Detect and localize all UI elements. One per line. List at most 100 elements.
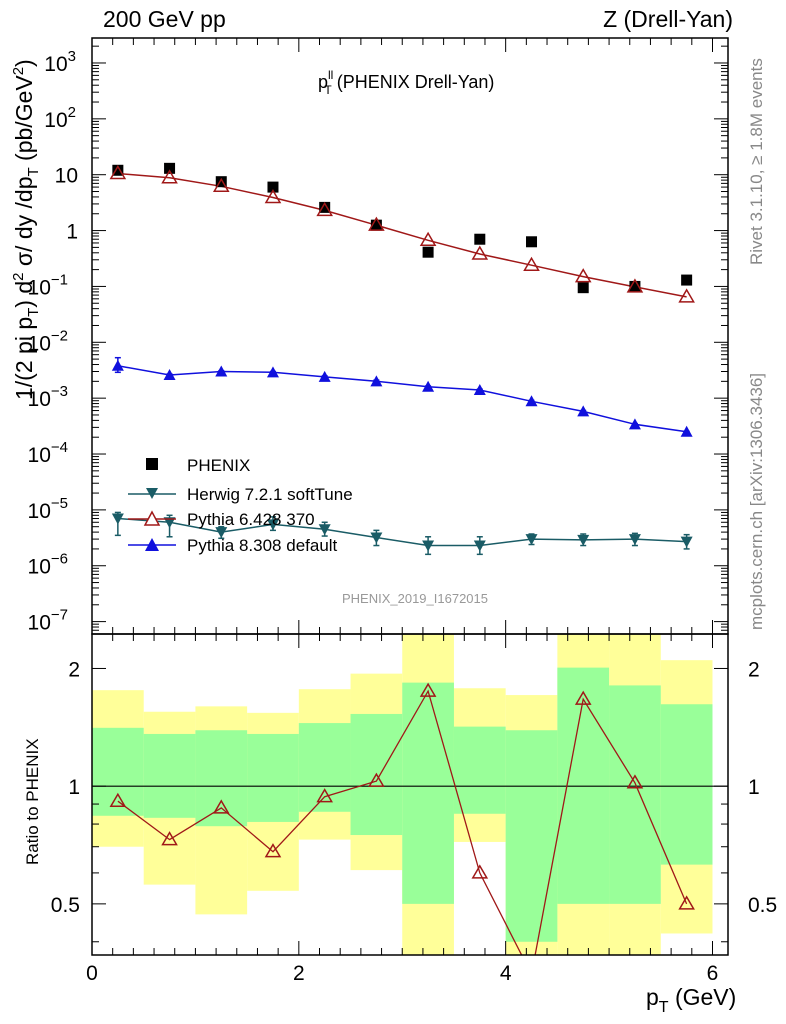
pythia8-point bbox=[215, 365, 228, 377]
y-tick-label: 102 bbox=[44, 104, 76, 132]
pythia6-point bbox=[316, 201, 333, 217]
y-tick-label: 10−4 bbox=[28, 439, 68, 467]
legend-marker-triangle-open bbox=[143, 510, 161, 526]
axis-ticks: 0 2 4 610310210110−110−210−310−410−510−610−… bbox=[28, 38, 777, 985]
herwig-point bbox=[266, 519, 279, 531]
phenix-point bbox=[526, 236, 538, 248]
ratio-point-pythia6 bbox=[109, 792, 127, 807]
ratio-point-pythia6 bbox=[368, 772, 385, 787]
band-green bbox=[453, 726, 506, 814]
ratio-panel-marks bbox=[92, 682, 728, 979]
pythia8-point bbox=[628, 418, 641, 430]
herwig-point bbox=[318, 524, 331, 536]
legend-label-herwig: Herwig 7.2.1 softTune bbox=[187, 485, 353, 504]
x-tick-label: 6 bbox=[707, 962, 719, 985]
pythia6-point bbox=[161, 169, 178, 184]
band-green bbox=[195, 730, 248, 827]
phenix-point bbox=[422, 246, 434, 258]
y-tick-label: 10−6 bbox=[28, 551, 68, 579]
pythia6-point bbox=[264, 189, 282, 204]
legend-entry-phenix: PHENIX bbox=[146, 456, 250, 475]
pythia8-line bbox=[117, 365, 687, 433]
phenix-point bbox=[577, 282, 589, 294]
ratio-point-pythia6 bbox=[161, 831, 178, 846]
ratio-point-pythia6 bbox=[471, 864, 489, 879]
band-green bbox=[298, 723, 351, 812]
y-tick-label: 10 bbox=[55, 165, 78, 188]
pythia6-point bbox=[471, 245, 489, 260]
pythia6-point bbox=[212, 177, 230, 193]
y-tick-label: 10−7 bbox=[28, 607, 68, 635]
band-green bbox=[92, 727, 144, 816]
phenix-point bbox=[164, 162, 176, 174]
analysis-watermark: PHENIX_2019_I1672015 bbox=[342, 591, 488, 606]
legend-marker-triangle-up bbox=[145, 538, 159, 551]
ratio-panel-frame bbox=[91, 633, 729, 956]
herwig-point bbox=[163, 517, 176, 529]
herwig-point bbox=[680, 536, 693, 548]
y-tick-label: 1 bbox=[66, 221, 78, 244]
herwig-point bbox=[111, 513, 124, 525]
pythia8-point bbox=[163, 368, 176, 380]
band-green bbox=[402, 682, 454, 904]
band-green bbox=[143, 733, 196, 818]
herwig-point bbox=[473, 540, 486, 552]
ratio-point-pythia6 bbox=[525, 967, 539, 979]
ratio-y-tick-label: 1 bbox=[68, 776, 80, 799]
ratio-y-tick-label-right: 0.5 bbox=[748, 894, 777, 917]
ratio-y-tick-label: 2 bbox=[68, 658, 80, 681]
ratio-point-pythia6 bbox=[574, 690, 592, 705]
ratio-line-pythia6 bbox=[117, 689, 688, 955]
phenix-point bbox=[629, 280, 641, 292]
pythia6-point bbox=[574, 268, 592, 283]
ratio-y-axis-label: Ratio to PHENIX bbox=[23, 738, 42, 865]
ratio-y-tick-label: 0.5 bbox=[51, 894, 80, 917]
header-right: Z (Drell-Yan) bbox=[603, 6, 733, 32]
pythia6-point bbox=[109, 165, 127, 180]
ratio-point-pythia6 bbox=[264, 843, 282, 858]
header-left: 200 GeV pp bbox=[103, 6, 226, 32]
legend-entry-pythia6: Pythia 6.428 370 bbox=[128, 510, 315, 529]
legend-label-pythia6: Pythia 6.428 370 bbox=[187, 510, 315, 529]
herwig-line bbox=[117, 517, 687, 547]
ratio-point-pythia6 bbox=[419, 682, 437, 697]
band-green bbox=[247, 733, 299, 822]
pythia8-point bbox=[111, 359, 124, 371]
ratio-point-pythia6 bbox=[212, 799, 230, 814]
pythia6-point bbox=[419, 231, 437, 247]
pythia8-point bbox=[525, 395, 538, 407]
pythia6-line bbox=[117, 172, 687, 298]
legend-label-phenix: PHENIX bbox=[187, 456, 250, 475]
phenix-point bbox=[474, 233, 486, 245]
pythia8-point bbox=[680, 425, 693, 437]
plot-title: pll T (PHENIX Drell-Yan) bbox=[318, 68, 494, 97]
herwig-point bbox=[577, 534, 590, 546]
pythia8-point bbox=[577, 405, 590, 417]
mcplots-credit-text: mcplots.cern.ch [arXiv:1306.3436] bbox=[747, 373, 766, 630]
y-tick-label: 10−5 bbox=[28, 495, 68, 523]
pythia6-point bbox=[678, 288, 695, 303]
band-green bbox=[660, 704, 713, 865]
phenix-point bbox=[267, 181, 279, 193]
herwig-point bbox=[525, 534, 538, 546]
legend-entry-herwig: Herwig 7.2.1 softTune bbox=[128, 485, 353, 504]
x-tick-label: 4 bbox=[500, 962, 512, 985]
ratio-point-pythia6 bbox=[316, 788, 333, 803]
pythia6-point bbox=[523, 256, 540, 271]
uncertainty-bands bbox=[92, 634, 713, 955]
ratio-y-tick-label-right: 1 bbox=[748, 776, 760, 799]
herwig-point bbox=[215, 527, 228, 539]
band-green bbox=[505, 730, 558, 942]
phenix-point bbox=[370, 219, 382, 231]
herwig-point bbox=[628, 534, 641, 546]
phenix-point bbox=[215, 176, 227, 188]
phenix-point bbox=[319, 201, 331, 213]
legend-marker-square bbox=[146, 458, 158, 470]
y-tick-label: 10−3 bbox=[28, 383, 68, 411]
phenix-point bbox=[681, 274, 693, 286]
y-tick-label: 103 bbox=[44, 48, 76, 76]
main-panel-marks bbox=[109, 162, 695, 556]
pythia6-point bbox=[626, 278, 644, 293]
x-tick-label: 0 bbox=[86, 962, 98, 985]
